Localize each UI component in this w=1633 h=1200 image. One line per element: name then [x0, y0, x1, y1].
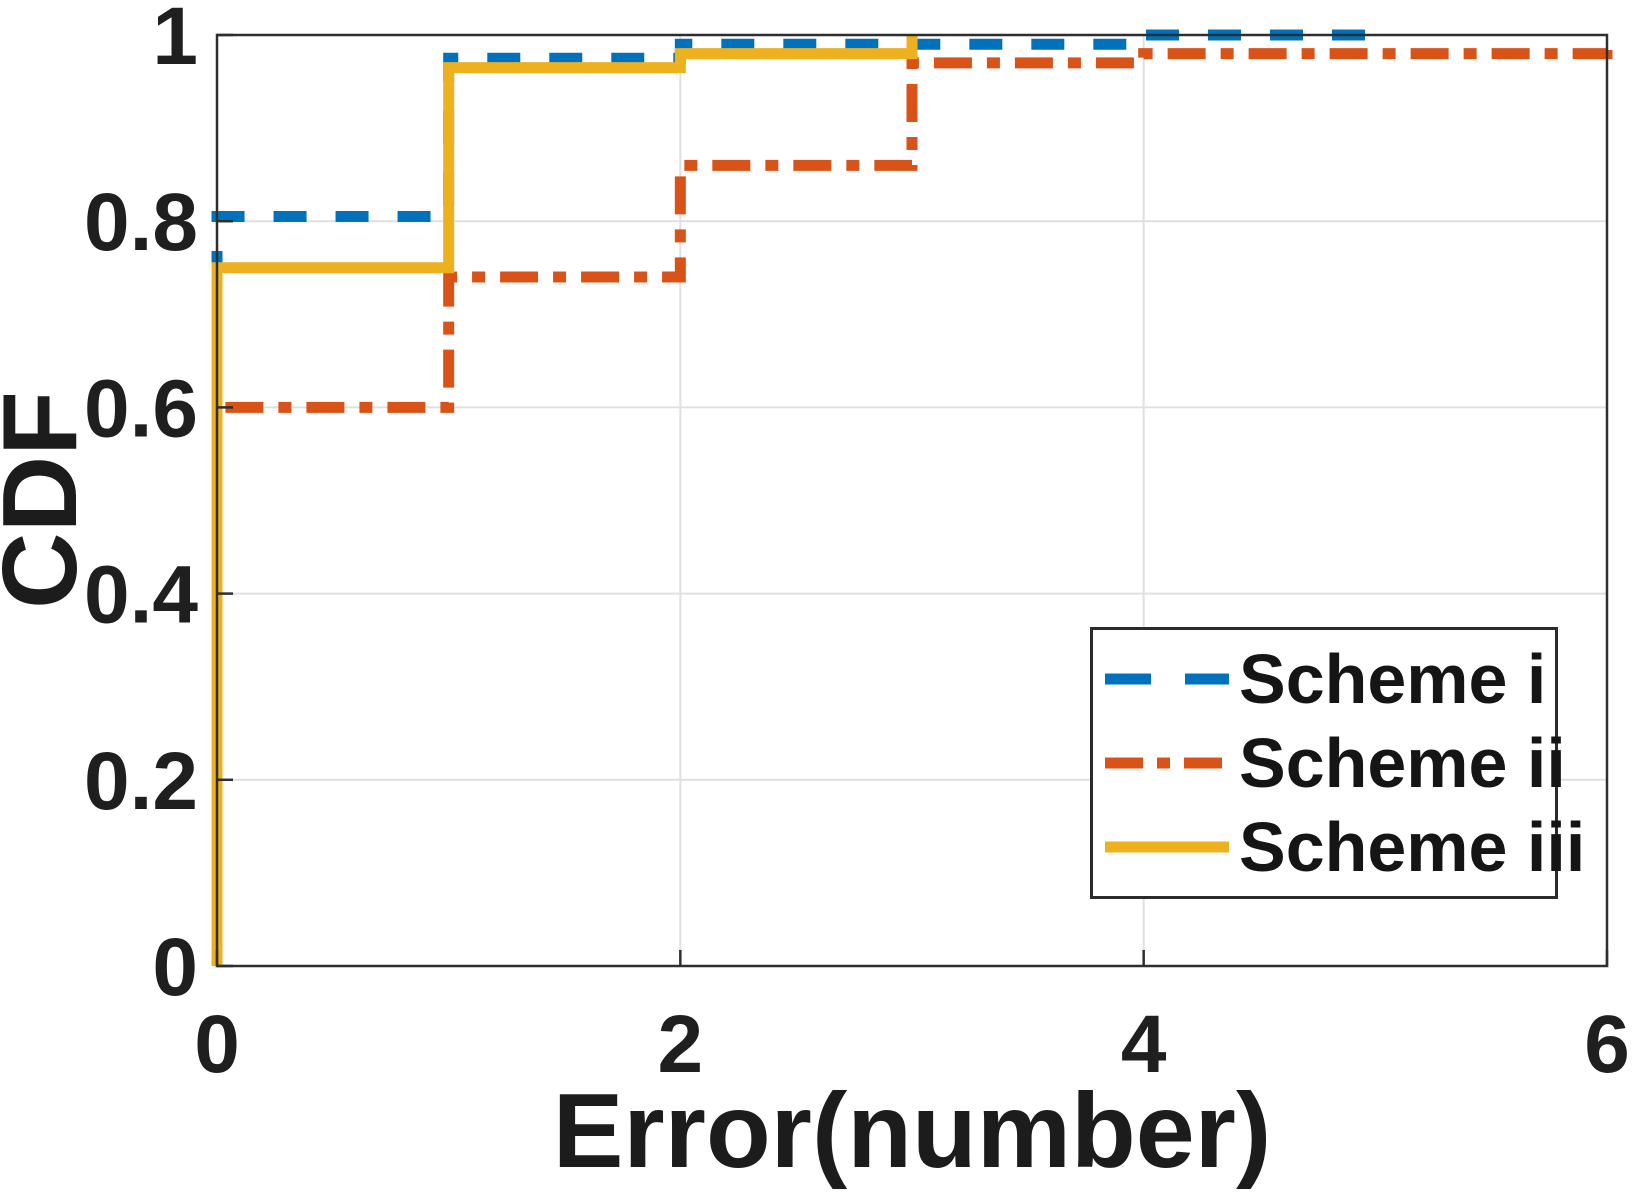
x-tick-label-6: 6 [1584, 999, 1630, 1090]
legend-line-sample-dashdot-icon [1105, 757, 1229, 769]
legend-entry-scheme-ii: Scheme ii [1103, 724, 1566, 802]
legend-label-scheme-iii: Scheme iii [1239, 808, 1586, 886]
curve-scheme-ii [211, 35, 1613, 966]
legend-label-scheme-i: Scheme i [1239, 640, 1547, 718]
legend-entry-scheme-i: Scheme i [1103, 640, 1555, 718]
curve-layer [211, 29, 1613, 966]
x-axis-label: Error(number) [552, 1072, 1272, 1190]
curve-scheme-iii [211, 35, 918, 966]
x-tick-label-0: 0 [194, 999, 240, 1090]
plot-border [215, 33, 1609, 968]
x-tick-label-4: 4 [1121, 999, 1167, 1090]
legend-line-sample-dashed-icon [1105, 673, 1229, 685]
y-tick-label-0.6: 0.6 [84, 363, 198, 454]
legend-line-sample-solid-icon [1105, 841, 1229, 853]
x-tick-label-2: 2 [658, 999, 704, 1090]
y-tick-label-0.2: 0.2 [84, 736, 198, 827]
y-tick-label-1: 1 [152, 0, 198, 82]
y-tick-label-0.4: 0.4 [84, 550, 198, 641]
y-tick-label-0.8: 0.8 [84, 177, 198, 268]
y-tick-label-0: 0 [152, 922, 198, 1013]
y-axis-label: CDF [0, 391, 99, 609]
legend: Scheme i Scheme ii Scheme iii [1090, 627, 1585, 899]
tick-layer [215, 33, 1609, 968]
legend-label-scheme-ii: Scheme ii [1239, 724, 1566, 802]
legend-entry-scheme-iii: Scheme iii [1103, 808, 1585, 886]
tick-label-layer: 0 2 4 6 0 0.2 0.4 0.6 0.8 1 [84, 0, 1630, 1090]
